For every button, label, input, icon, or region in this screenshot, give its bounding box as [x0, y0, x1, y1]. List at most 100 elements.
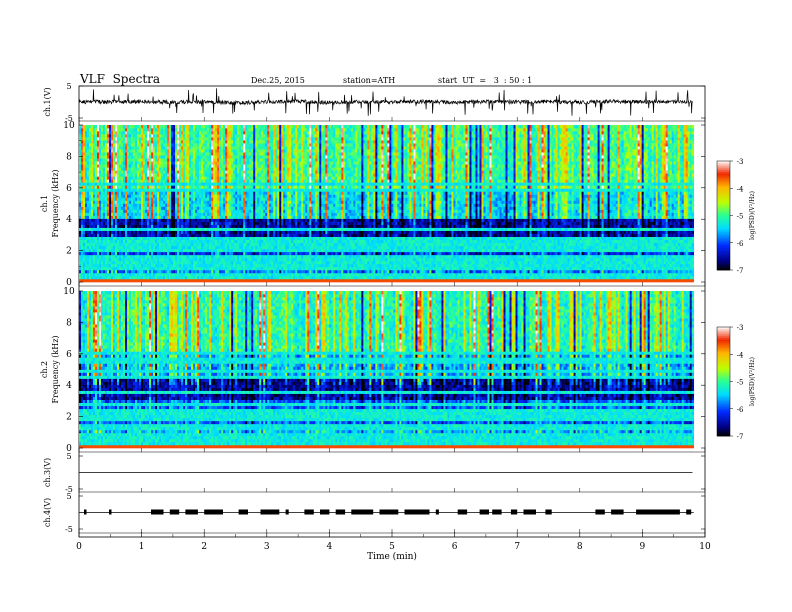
- spectrogram-cell: [107, 234, 109, 237]
- spectrogram-cell: [131, 197, 133, 200]
- spectrogram-cell: [91, 276, 93, 279]
- spectrogram-cell: [135, 231, 137, 234]
- spectrogram-cell: [81, 125, 83, 128]
- spectrogram-cell: [83, 240, 85, 243]
- spectrogram-cell: [109, 131, 111, 134]
- spectrogram-cell: [109, 188, 111, 191]
- spectrogram-cell: [119, 270, 121, 273]
- spectrogram-cell: [107, 231, 109, 234]
- spectrogram-cell: [111, 161, 113, 164]
- spectrogram-cell: [123, 131, 125, 134]
- spectrogram-cell: [109, 155, 111, 158]
- spectrogram-cell: [85, 204, 87, 207]
- spectrogram-cell: [121, 158, 123, 161]
- spectrogram-cell: [91, 128, 93, 131]
- spectrogram-cell: [83, 191, 85, 194]
- spectrogram-cell: [101, 194, 103, 197]
- spectrogram-cell: [93, 125, 95, 128]
- vlf-figure: 5-5ch.1(V)0246810ch.1 Frequency (kHz)-3-4…: [0, 0, 792, 612]
- spectrogram-cell: [107, 222, 109, 225]
- spectrogram-cell: [81, 170, 83, 173]
- spectrogram-cell: [129, 207, 131, 210]
- spectrogram-cell: [85, 222, 87, 225]
- spectrogram-cell: [121, 134, 123, 137]
- spectrogram-cell: [121, 155, 123, 158]
- spectrogram-cell: [81, 200, 83, 203]
- spectrogram-cell: [91, 182, 93, 185]
- spectrogram-cell: [107, 213, 109, 216]
- spectrogram-cell: [97, 155, 99, 158]
- spectrogram-cell: [129, 204, 131, 207]
- spectrogram-cell: [129, 167, 131, 170]
- spectrogram-cell: [111, 158, 113, 161]
- spectrogram-cell: [111, 149, 113, 152]
- spectrogram-cell: [113, 225, 115, 228]
- spectrogram-cell: [105, 149, 107, 152]
- spectrogram-cell: [117, 155, 119, 158]
- spectrogram-cell: [107, 146, 109, 149]
- spectrogram-cell: [85, 191, 87, 194]
- spectrogram-cell: [109, 125, 111, 128]
- spectrogram-cell: [85, 179, 87, 182]
- spectrogram-cell: [79, 246, 81, 249]
- spectrogram-cell: [109, 207, 111, 210]
- spectrogram-cell: [119, 134, 121, 137]
- spectrogram-cell: [131, 210, 133, 213]
- spectrogram-cell: [103, 240, 105, 243]
- spectrogram-cell: [113, 140, 115, 143]
- spectrogram-cell: [103, 197, 105, 200]
- spectrogram-cell: [123, 219, 125, 222]
- spectrogram-cell: [125, 249, 127, 252]
- spectrogram-cell: [83, 255, 85, 258]
- spectrogram-cell: [99, 185, 101, 188]
- spectrogram-cell: [103, 125, 105, 128]
- spectrogram-cell: [117, 234, 119, 237]
- spectrogram-cell: [93, 200, 95, 203]
- spectrogram-cell: [105, 164, 107, 167]
- spectrogram-cell: [101, 176, 103, 179]
- spectrogram-cell: [127, 279, 129, 282]
- spectrogram-cell: [125, 252, 127, 255]
- spectrogram-cell: [127, 225, 129, 228]
- spectrogram-cell: [119, 143, 121, 146]
- spectrogram-cell: [101, 267, 103, 270]
- spectrogram-cell: [109, 167, 111, 170]
- spectrogram-cell: [85, 143, 87, 146]
- spectrogram-cell: [105, 194, 107, 197]
- spectrogram-cell: [101, 252, 103, 255]
- spectrogram-cell: [87, 258, 89, 261]
- spectrogram-cell: [101, 161, 103, 164]
- spectrogram-cell: [83, 252, 85, 255]
- spectrogram-cell: [91, 125, 93, 128]
- spectrogram-cell: [99, 264, 101, 267]
- spectrogram-cell: [91, 219, 93, 222]
- spectrogram-cell: [79, 270, 81, 273]
- spectrogram-cell: [93, 143, 95, 146]
- spectrogram-cell: [127, 128, 129, 131]
- spectrogram-cell: [109, 240, 111, 243]
- spectrogram-cell: [91, 204, 93, 207]
- spectrogram-cell: [81, 185, 83, 188]
- spectrogram-cell: [137, 252, 139, 255]
- spectrogram-cell: [85, 207, 87, 210]
- spectrogram-cell: [89, 267, 91, 270]
- spectrogram-cell: [107, 243, 109, 246]
- spectrogram-cell: [99, 249, 101, 252]
- spectrogram-cell: [121, 273, 123, 276]
- spectrogram-cell: [103, 264, 105, 267]
- spectrogram-cell: [95, 264, 97, 267]
- spectrogram-cell: [107, 270, 109, 273]
- spectrogram-cell: [101, 149, 103, 152]
- spectrogram-cell: [129, 276, 131, 279]
- spectrogram-cell: [81, 225, 83, 228]
- spectrogram-cell: [99, 176, 101, 179]
- spectrogram-cell: [107, 237, 109, 240]
- spectrogram-cell: [103, 188, 105, 191]
- spectrogram-cell: [125, 219, 127, 222]
- spectrogram-cell: [101, 228, 103, 231]
- spectrogram-cell: [99, 173, 101, 176]
- spectrogram-cell: [133, 225, 135, 228]
- spectrogram-cell: [85, 149, 87, 152]
- spectrogram-cell: [89, 264, 91, 267]
- spectrogram-cell: [113, 173, 115, 176]
